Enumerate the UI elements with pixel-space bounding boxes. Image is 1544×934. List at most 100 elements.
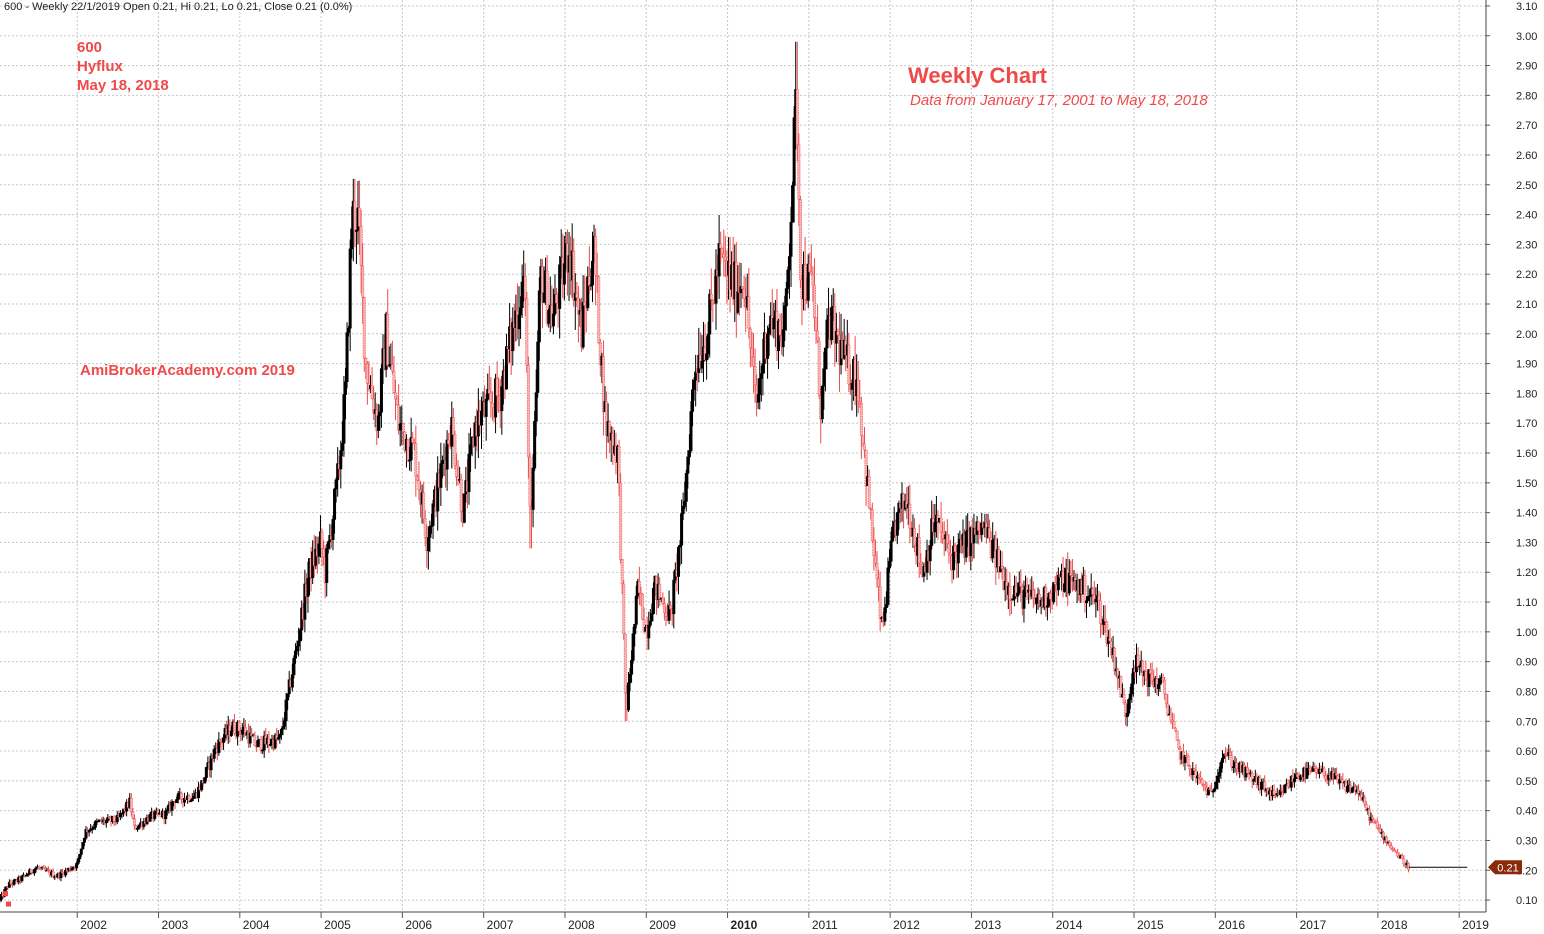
down-candle <box>664 605 668 627</box>
last-price-marker: 0.21 <box>1488 860 1522 875</box>
down-candle <box>795 41 799 162</box>
up-candle <box>439 442 443 506</box>
x-tick-label: 2013 <box>974 918 1001 932</box>
down-candle <box>1144 660 1148 681</box>
down-candle <box>725 250 729 304</box>
down-candle <box>1272 784 1276 798</box>
up-candle <box>633 623 637 647</box>
y-tick-label: 1.80 <box>1516 388 1537 400</box>
down-candle <box>617 439 621 497</box>
up-candle <box>1305 761 1309 780</box>
down-candle <box>512 303 516 350</box>
down-candle <box>734 241 738 338</box>
down-candle <box>42 864 46 869</box>
up-candle <box>687 434 691 465</box>
y-tick-label: 3.00 <box>1516 31 1537 43</box>
down-candle <box>862 426 866 458</box>
down-candle <box>984 513 988 544</box>
up-candle <box>1227 744 1231 760</box>
down-candle <box>719 231 723 264</box>
down-candle <box>856 361 860 414</box>
down-candle <box>237 720 241 736</box>
down-candle <box>401 422 405 445</box>
down-candle <box>775 288 779 361</box>
up-candle <box>956 533 960 578</box>
x-tick-label: 2012 <box>893 918 920 932</box>
down-candle <box>1263 775 1267 793</box>
down-candle <box>498 379 502 429</box>
down-candle <box>1116 668 1120 690</box>
down-candle <box>1097 590 1101 612</box>
x-tick-label: 2003 <box>162 918 189 932</box>
y-tick-label: 0.90 <box>1516 657 1537 669</box>
down-candle <box>492 407 496 423</box>
down-candle <box>908 484 912 544</box>
down-candle <box>453 430 457 470</box>
down-candle <box>1210 782 1214 792</box>
up-candle <box>1220 750 1224 769</box>
up-candle <box>537 277 541 361</box>
down-candle <box>1407 862 1411 873</box>
down-candle <box>778 313 782 342</box>
up-candle <box>333 487 337 534</box>
down-candle <box>622 580 626 640</box>
up-candle <box>551 288 555 335</box>
down-candle <box>526 356 530 479</box>
down-candle <box>812 258 816 332</box>
down-candle <box>1188 764 1192 777</box>
up-candle <box>450 401 454 469</box>
up-candle <box>209 753 213 778</box>
down-candle <box>483 385 487 418</box>
down-candle <box>587 246 591 294</box>
up-candle <box>217 732 221 756</box>
down-candle <box>1388 840 1392 849</box>
down-candle <box>608 420 612 454</box>
down-candle <box>1174 727 1178 733</box>
y-tick-label: 1.40 <box>1516 508 1537 520</box>
down-candle <box>669 601 673 621</box>
y-tick-label: 2.30 <box>1516 239 1537 251</box>
down-candle <box>215 743 219 761</box>
down-candle <box>359 209 363 294</box>
down-candle <box>309 546 313 592</box>
down-candle <box>1019 569 1023 602</box>
up-candle <box>626 671 630 712</box>
up-candle <box>190 793 194 802</box>
up-candle <box>1338 773 1342 790</box>
down-candle <box>18 875 22 884</box>
down-candle <box>1255 772 1259 789</box>
down-candle <box>902 492 906 529</box>
y-tick-label: 0.70 <box>1516 716 1537 728</box>
down-candle <box>422 481 426 524</box>
up-candle <box>240 723 244 741</box>
up-candle <box>182 792 186 807</box>
y-tick-label: 2.50 <box>1516 180 1537 192</box>
down-candle <box>1372 818 1376 824</box>
down-candle <box>1044 583 1048 617</box>
down-candle <box>312 534 316 577</box>
up-candle <box>1034 597 1038 614</box>
down-candle <box>1009 598 1013 615</box>
down-candle <box>1136 647 1140 671</box>
down-candle <box>978 521 982 539</box>
x-tick-label: 2008 <box>568 918 595 932</box>
down-candle <box>917 524 921 578</box>
down-candle <box>1228 747 1232 757</box>
up-candle <box>928 539 932 576</box>
down-candle <box>988 519 992 543</box>
y-tick-label: 3.10 <box>1516 1 1537 13</box>
up-candle <box>1183 754 1187 771</box>
start-marker <box>3 891 8 897</box>
up-candle <box>256 735 260 748</box>
up-candle <box>791 181 795 223</box>
down-candle <box>1066 552 1070 607</box>
down-candle <box>1077 578 1081 601</box>
y-tick-label: 0.40 <box>1516 806 1537 818</box>
up-candle <box>991 522 995 563</box>
up-candle <box>784 281 788 331</box>
down-candle <box>898 502 902 523</box>
down-candle <box>478 399 482 435</box>
down-candle <box>670 608 674 626</box>
chart-subtitle: Data from January 17, 2001 to May 18, 20… <box>910 92 1208 109</box>
up-candle <box>81 841 85 850</box>
